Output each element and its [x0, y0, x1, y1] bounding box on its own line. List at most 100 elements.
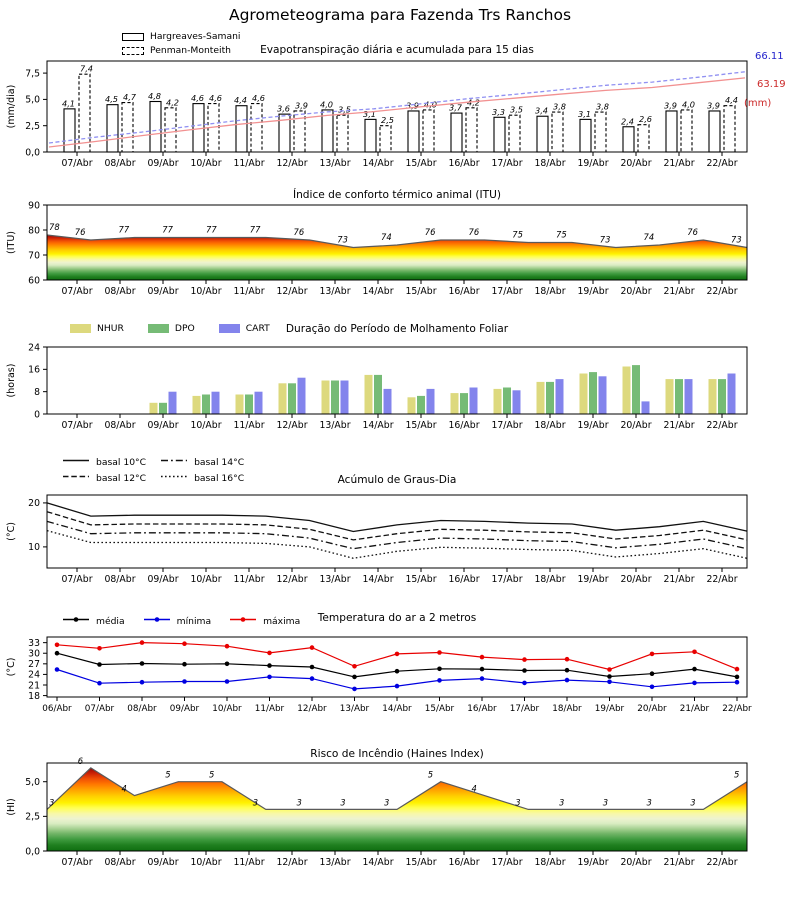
- x-tick-label: 19/Abr: [595, 704, 625, 714]
- x-tick-label: 18/Abr: [534, 420, 565, 431]
- x-tick-label: 19/Abr: [577, 286, 608, 297]
- cart-bar: [340, 380, 349, 414]
- x-tick-label: 06/Abr: [42, 704, 72, 714]
- temp-point: [692, 666, 697, 672]
- penman-bar: [465, 107, 478, 153]
- haines-chart: 3 6 4 5 5 3 3 3 3 5 4 3 3 3 3 3 5 0,0 2,5 5,0 07/Abr 08/Abr 09…: [6, 756, 748, 868]
- temp-point: [139, 679, 145, 685]
- bar-value-label: 4,4: [234, 95, 247, 105]
- hargreaves-bar: [235, 105, 248, 153]
- dpo-bar: [288, 383, 296, 414]
- bar-value-label: 2,6: [639, 114, 652, 124]
- y-tick-label: 5,0: [25, 95, 40, 106]
- x-tick-label: 18/Abr: [534, 857, 565, 868]
- point-value-label: 3: [690, 797, 695, 807]
- dpo-bar: [202, 394, 210, 414]
- hargreaves-bar: [149, 100, 162, 153]
- media-legend-label: média: [96, 615, 125, 627]
- x-tick-label: 13/Abr: [319, 158, 350, 169]
- x-tick-label: 07/Abr: [85, 704, 115, 714]
- x-tick-label: 20/Abr: [620, 574, 651, 585]
- temp-point: [267, 663, 272, 668]
- temp-point: [267, 650, 272, 656]
- x-tick-label: 14/Abr: [362, 158, 393, 169]
- penman-swatch-icon: [122, 46, 144, 55]
- point-value-label: 3: [559, 797, 564, 807]
- x-tick-label: 17/Abr: [510, 704, 540, 714]
- bar-value-label: 4,6: [252, 93, 265, 103]
- temp-point: [649, 671, 655, 676]
- hargreaves-bar: [450, 112, 463, 153]
- graus-line-solid: [46, 502, 748, 533]
- y-tick-label: 18: [28, 691, 40, 702]
- bar-value-label: 3,5: [510, 105, 523, 115]
- nhur-bar: [579, 373, 588, 414]
- cart-bar: [426, 388, 435, 414]
- graus-dia-title: Acúmulo de Graus-Dia: [337, 474, 457, 486]
- evapo-legend-item-hargreaves: Hargreaves-Samani: [122, 31, 240, 42]
- temp-point: [692, 680, 697, 686]
- cart-bar: [684, 379, 693, 414]
- bar-value-label: 4,2: [166, 97, 179, 107]
- temp-point: [437, 678, 442, 683]
- itu-area: [47, 235, 747, 280]
- temp-point: [97, 646, 102, 651]
- y-tick-label: 2,5: [25, 121, 40, 132]
- x-tick-label: 21/Abr: [663, 857, 694, 868]
- nhur-bar: [407, 397, 416, 415]
- dpo-bar: [374, 374, 382, 414]
- x-tick-label: 15/Abr: [405, 857, 436, 868]
- penman-bar: [508, 114, 521, 153]
- x-tick-label: 11/Abr: [233, 158, 264, 169]
- dpo-bar: [245, 394, 253, 414]
- x-tick-label: 08/Abr: [104, 857, 135, 868]
- dpo-legend-label: DPO: [174, 323, 195, 334]
- bar-value-label: 3,4: [535, 106, 548, 116]
- hargreaves-bar: [493, 116, 506, 153]
- temp-point: [182, 641, 187, 646]
- y-tick-label: 10: [28, 542, 40, 553]
- x-tick-label: 21/Abr: [680, 704, 710, 714]
- point-value-label: 76: [687, 227, 698, 237]
- bar-value-label: 3,9: [664, 100, 677, 110]
- x-tick-label: 07/Abr: [61, 574, 92, 585]
- x-tick-label: 22/Abr: [706, 286, 737, 297]
- temp-point: [564, 667, 570, 673]
- hargreaves-bar: [579, 118, 592, 153]
- x-tick-label: 17/Abr: [491, 420, 522, 431]
- temp-point: [309, 676, 315, 681]
- graus-dia-legend: basal 10°C basal 14°C basal 12°C basal 1…: [62, 456, 244, 484]
- dpo-bar: [589, 372, 597, 414]
- penman-bar: [164, 107, 177, 153]
- evapo-legend: Hargreaves-Samani Penman-Monteith: [122, 31, 240, 56]
- y-tick-label: 80: [28, 225, 40, 236]
- cart-bar: [211, 391, 220, 414]
- cart-bar: [727, 373, 736, 414]
- temp-point: [224, 661, 230, 667]
- x-tick-label: 16/Abr: [448, 857, 479, 868]
- cart-swatch-icon: [218, 324, 240, 333]
- molhamento-chart: 0 8 16 24 07/Abr 08/Abr 09/Abr 10/Abr 11/Abr 12/A…: [6, 342, 748, 431]
- x-tick-label: 20/Abr: [620, 286, 651, 297]
- point-value-label: 4: [122, 784, 127, 794]
- temp-point: [224, 643, 230, 649]
- x-tick-label: 12/Abr: [276, 857, 307, 868]
- hargreaves-bar: [622, 126, 635, 153]
- x-tick-label: 15/Abr: [425, 704, 455, 714]
- dpo-bar: [546, 381, 554, 414]
- graus-dia-axes: 10 20 07/Abr 08/Abr 09/Abr 10/Abr 11/Abr 12/Abr…: [6, 494, 748, 585]
- x-tick-label: 15/Abr: [405, 286, 436, 297]
- temp-point: [692, 649, 697, 655]
- point-value-label: 4: [472, 784, 477, 794]
- x-tick-label: 10/Abr: [190, 158, 221, 169]
- temp-point: [139, 640, 145, 645]
- temp-point: [437, 650, 442, 655]
- bar-value-label: 3,8: [553, 102, 566, 112]
- penman-legend-label: Penman-Monteith: [150, 45, 232, 56]
- x-tick-label: 09/Abr: [147, 158, 178, 169]
- temp-point: [522, 680, 527, 686]
- bar-value-label: 3,5: [338, 105, 351, 115]
- nhur-bar: [321, 380, 330, 414]
- y-tick-label: 30: [28, 649, 40, 660]
